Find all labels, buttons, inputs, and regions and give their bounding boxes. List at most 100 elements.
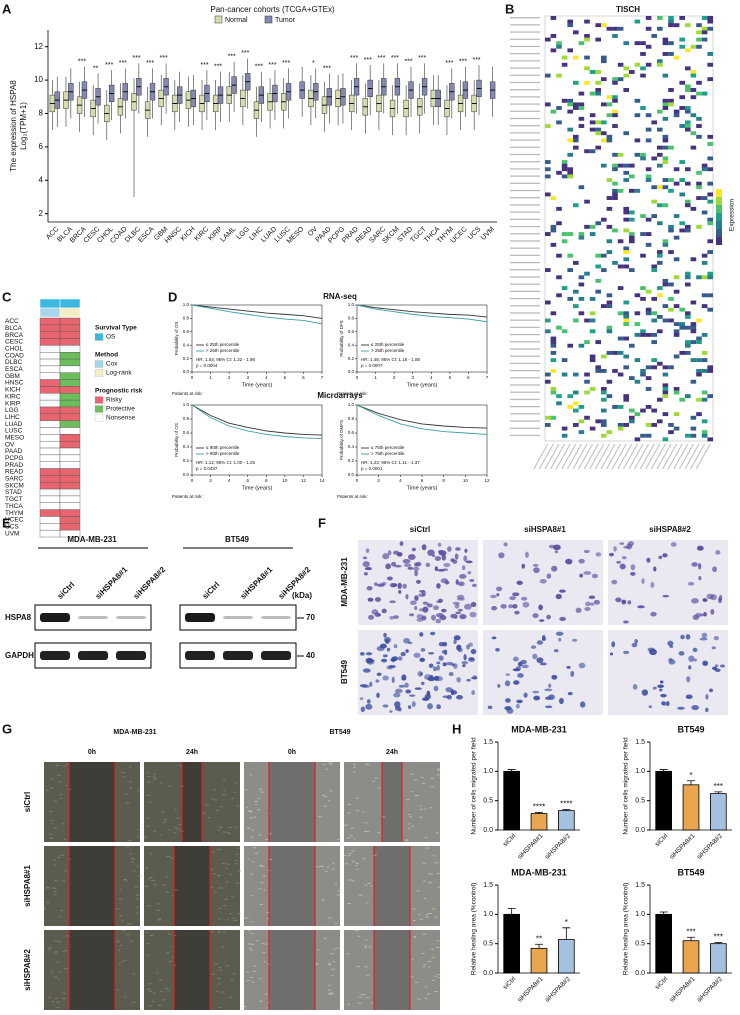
cell-texture: [62, 992, 66, 994]
cell-texture: [364, 947, 367, 949]
heatmap-texture: [701, 304, 708, 309]
cell-texture: [125, 934, 130, 936]
cell-texture: [394, 688, 403, 694]
heatmap-texture: [561, 358, 568, 363]
heatmap-texture: [595, 221, 601, 226]
heatmap-texture: [578, 275, 585, 280]
cell-texture: [496, 586, 503, 592]
cell-texture: [703, 611, 707, 617]
cell-texture: [63, 870, 68, 872]
heatmap-texture: [601, 120, 607, 125]
heatmap-texture: [651, 120, 657, 125]
cell-texture: [442, 641, 448, 647]
heatmap-texture: [668, 365, 674, 370]
cell-texture: [420, 777, 424, 779]
cell-texture: [174, 808, 177, 810]
error-bar: [714, 791, 723, 794]
cell-texture: [450, 690, 458, 695]
row-label-texture: [510, 67, 540, 69]
cell-texture: [235, 882, 240, 884]
row-label-texture: [510, 211, 540, 213]
heatmap-texture: [673, 214, 680, 218]
cell-texture: [229, 913, 232, 915]
y-tick-label: 0.4: [183, 444, 190, 449]
cell-texture: [710, 594, 717, 601]
heatmap-texture: [606, 430, 613, 435]
heatmap-texture: [668, 98, 674, 103]
cell-texture: [545, 705, 553, 709]
cell-texture: [393, 615, 399, 619]
table-cell: [39, 406, 61, 415]
y-axis-label: Relative healing area (%control): [471, 883, 478, 976]
heatmap-texture: [662, 394, 669, 399]
cell-texture: [220, 946, 225, 948]
row-label: STAD: [5, 489, 22, 496]
cell-texture: [62, 823, 65, 825]
y-tick-label: 0.6: [348, 329, 355, 334]
cell-texture: [334, 922, 338, 924]
legend-label: Nonsense: [106, 415, 136, 422]
plot-frame: [191, 404, 323, 476]
hazard-ratio: HR: 1.48; 95% CI: 1.18 - 1.86: [361, 357, 421, 362]
cell-texture: [53, 864, 57, 866]
cell-texture: [632, 683, 638, 690]
heatmap-texture: [673, 289, 680, 294]
micrograph: [483, 630, 603, 715]
heatmap-texture: [623, 73, 629, 78]
cell-texture: [393, 644, 398, 649]
cell-texture: [364, 945, 368, 947]
cell-texture: [462, 664, 466, 668]
heatmap-texture: [617, 26, 624, 31]
heatmap-texture: [589, 120, 596, 125]
heatmap-texture: [623, 311, 629, 316]
heatmap-texture: [595, 91, 601, 96]
heatmap-texture: [589, 91, 596, 96]
heatmap-texture: [662, 412, 669, 417]
heatmap-texture: [685, 48, 691, 53]
heatmap-texture: [701, 332, 708, 337]
cell-texture: [418, 913, 421, 915]
heatmap-texture: [679, 44, 685, 49]
cell-texture: [47, 948, 51, 950]
cell-texture: [621, 556, 627, 560]
heatmap-texture: [645, 422, 652, 427]
cell-texture: [265, 838, 269, 840]
cell-texture: [420, 918, 423, 920]
cell-texture: [456, 644, 462, 651]
cell-texture: [462, 565, 466, 571]
heatmap-texture: [584, 415, 590, 420]
heatmap-texture: [629, 268, 635, 273]
col-label-texture: [667, 443, 683, 470]
cell-texture: [323, 938, 327, 940]
significance: ***: [686, 927, 695, 936]
cell-texture: [383, 636, 392, 643]
heatmap-texture: [573, 401, 579, 406]
cell-texture: [370, 885, 373, 887]
heatmap-texture: [651, 340, 657, 345]
cell-texture: [441, 554, 446, 561]
cell-texture: [687, 581, 695, 586]
heatmap-texture: [617, 163, 624, 168]
cell-texture: [585, 601, 591, 607]
table-cell: [59, 352, 81, 360]
table-cell: [59, 379, 81, 387]
row-label-texture: [510, 355, 540, 357]
cell-texture: [657, 684, 664, 688]
cell-texture: [670, 542, 677, 547]
legend-label: ≤ 90th percentile: [206, 445, 240, 450]
heatmap-texture: [601, 102, 607, 107]
row-label: OV: [5, 441, 15, 448]
cell-texture: [146, 825, 151, 827]
heatmap-texture: [623, 228, 629, 233]
cell-texture: [260, 791, 264, 793]
y-tick-label: 0.6: [183, 430, 190, 435]
cell-texture: [210, 931, 214, 933]
cell-texture: [539, 578, 547, 584]
cell-texture: [147, 988, 151, 990]
cell-texture: [166, 952, 170, 954]
heatmap-texture: [701, 260, 708, 265]
cell-texture: [653, 566, 657, 572]
y-tick-label: 0.6: [348, 430, 355, 435]
row-label: siHSPA8#1: [23, 865, 32, 907]
cell-texture: [330, 992, 334, 994]
